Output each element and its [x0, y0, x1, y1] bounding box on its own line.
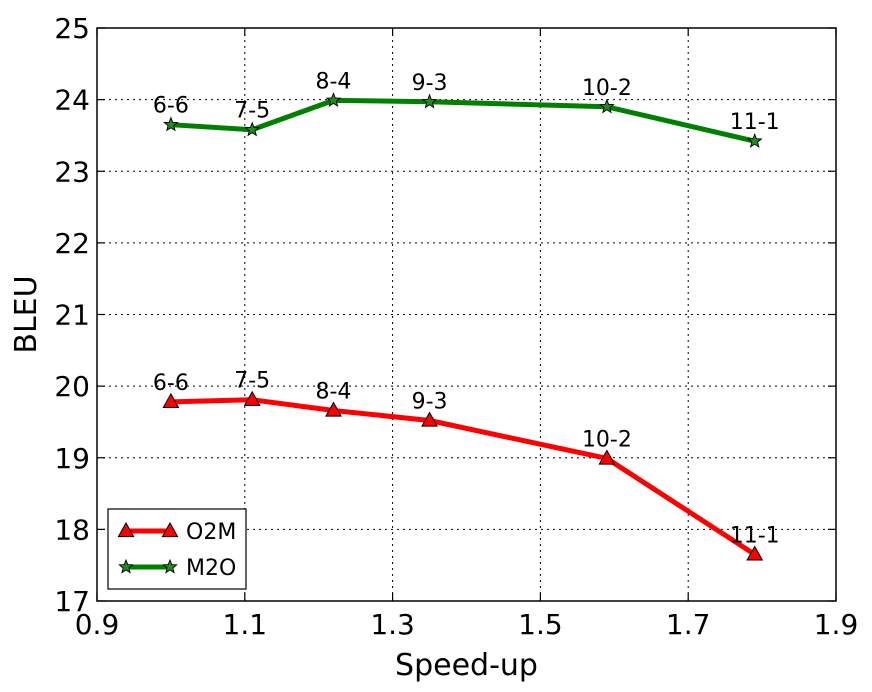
y-tick-label: 21: [54, 299, 90, 332]
y-tick-label: 18: [54, 513, 90, 546]
data-point: [325, 92, 342, 108]
axis-ticks: 0.9 1.1 1.3 1.5 1.7 1.9 17 18 19 20 21 22 23 24 25: [54, 12, 858, 641]
x-tick-label: 1.7: [666, 608, 711, 641]
legend-marker: [118, 558, 134, 574]
data-point-label: 6-6: [153, 371, 189, 396]
data-point-label: 8-4: [316, 379, 352, 404]
series-m2o: 6-6 7-5 8-4 9-3 10-2 11-1: [153, 69, 780, 148]
legend-box: [107, 508, 247, 590]
data-point-label: 7-5: [234, 369, 270, 394]
x-tick-label: 1.5: [518, 608, 563, 641]
y-axis-label: BLEU: [9, 275, 44, 353]
legend-label: O2M: [186, 520, 236, 545]
data-point: [244, 121, 261, 137]
x-tick-label: 1.1: [223, 608, 268, 641]
legend-marker: [161, 521, 179, 538]
data-point-label: 8-4: [316, 69, 352, 94]
data-point-label: 11-1: [730, 110, 780, 135]
y-tick-label: 23: [54, 155, 90, 188]
data-point-label: 6-6: [153, 94, 189, 119]
y-tick-label: 20: [54, 370, 90, 403]
data-point: [325, 401, 342, 417]
x-tick-label: 1.9: [814, 608, 859, 641]
y-tick-label: 24: [54, 84, 90, 117]
data-point: [746, 545, 764, 561]
data-point-label: 9-3: [412, 71, 448, 96]
data-point: [746, 132, 763, 148]
x-tick-label: 1.3: [370, 608, 415, 641]
series-line: [170, 397, 757, 557]
data-point: [421, 93, 438, 109]
data-point: [163, 116, 179, 132]
data-point-label: 10-2: [582, 76, 632, 101]
y-tick-label: 19: [54, 442, 90, 475]
data-point: [243, 390, 261, 406]
data-point-label: 11-1: [730, 523, 780, 548]
y-tick-label: 25: [54, 12, 90, 45]
data-point: [599, 98, 615, 114]
x-tick-label: 0.9: [75, 608, 120, 641]
plot-frame: [96, 27, 837, 602]
x-axis-label: Speed-up: [395, 648, 538, 683]
y-tick-label: 22: [54, 227, 90, 260]
data-point-label: 10-2: [582, 427, 632, 452]
series-line: [170, 97, 756, 144]
series-area: 6-6 7-5 8-4 9-3 10-2 11-1 6-6 7-5 8-4 9-3 10-2 11-1: [153, 69, 780, 561]
data-point: [162, 392, 180, 408]
legend-marker: [162, 558, 178, 574]
legend-marker: [117, 521, 135, 538]
data-point-label: 7-5: [234, 99, 270, 124]
data-point: [598, 449, 616, 465]
y-tick-label: 17: [54, 585, 90, 618]
series-o2m: 6-6 7-5 8-4 9-3 10-2 11-1: [153, 369, 780, 561]
legend-label: M2O: [186, 556, 236, 581]
data-point: [421, 411, 439, 427]
data-point-label: 9-3: [412, 390, 448, 415]
